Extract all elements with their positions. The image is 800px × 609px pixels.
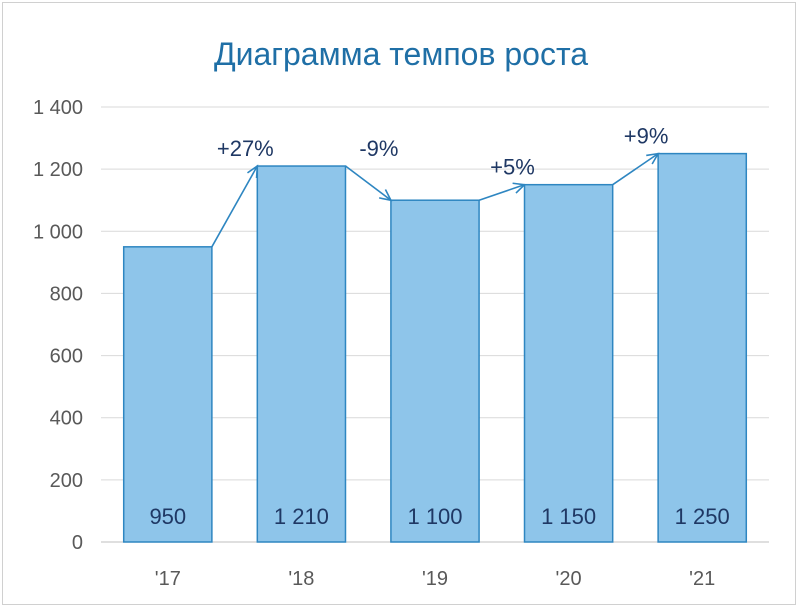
- growth-label: +9%: [624, 124, 669, 149]
- growth-label: -9%: [359, 136, 398, 161]
- bar: [256, 165, 347, 543]
- bar-value-label: 950: [149, 504, 186, 529]
- growth-arrowhead: [378, 189, 393, 202]
- growth-chart: Диаграмма темпов роста 0 200 400 600 800 1 00…: [33, 36, 769, 590]
- x-tick-label: '21: [689, 568, 715, 590]
- y-tick-label: 200: [50, 470, 83, 492]
- y-tick-label: 600: [50, 346, 83, 368]
- bar-value-label: 1 100: [407, 504, 462, 529]
- growth-arrow: [345, 165, 392, 201]
- growth-arrowhead: [247, 164, 259, 179]
- growth-arrow: [478, 183, 525, 201]
- value-labels: 950 1 210 1 100 1 150 1 250: [149, 504, 729, 529]
- bar: [122, 246, 213, 543]
- bar: [390, 199, 480, 543]
- growth-arrowhead: [512, 182, 527, 194]
- x-tick-label: '17: [155, 568, 181, 590]
- x-tick-label: '19: [422, 568, 448, 590]
- growth-label: +5%: [490, 155, 535, 180]
- y-tick-label: 1 200: [33, 159, 83, 181]
- bars: [122, 152, 748, 543]
- y-tick-label: 1 000: [33, 221, 83, 243]
- x-tick-label: '20: [556, 568, 582, 590]
- y-axis-ticks: 0 200 400 600 800 1 000 1 200 1 400: [33, 97, 83, 554]
- growth-arrows: +27% -9% +5% +9%: [211, 124, 669, 248]
- y-tick-label: 0: [72, 532, 83, 554]
- y-tick-label: 800: [50, 283, 83, 305]
- x-axis-ticks: '17 '18 '19 '20 '21: [155, 568, 715, 590]
- chart-title: Диаграмма темпов роста: [214, 36, 588, 72]
- bar-value-label: 1 150: [541, 504, 596, 529]
- growth-arrow: [211, 165, 259, 248]
- x-tick-label: '18: [288, 568, 314, 590]
- growth-label: +27%: [217, 136, 274, 161]
- bar: [657, 152, 748, 543]
- growth-arrow: [612, 152, 659, 186]
- bar-value-label: 1 210: [274, 504, 329, 529]
- y-tick-label: 1 400: [33, 97, 83, 119]
- y-tick-label: 400: [50, 408, 83, 430]
- bar: [523, 183, 614, 543]
- growth-arrowhead: [646, 152, 660, 165]
- bar-value-label: 1 250: [675, 504, 730, 529]
